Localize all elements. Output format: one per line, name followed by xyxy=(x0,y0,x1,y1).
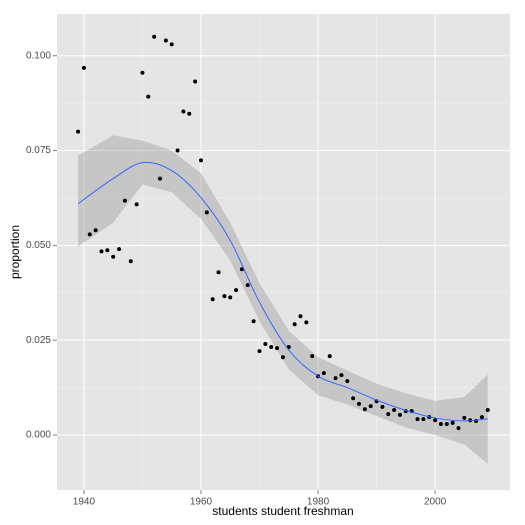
point xyxy=(339,373,344,378)
point xyxy=(456,426,461,431)
y-tick-label: 0.050 xyxy=(26,240,51,251)
point xyxy=(193,79,198,84)
panel xyxy=(57,14,510,490)
point xyxy=(163,38,168,43)
point xyxy=(327,354,332,359)
point xyxy=(152,34,157,39)
point xyxy=(198,158,203,163)
point xyxy=(105,248,110,253)
point xyxy=(380,404,385,409)
point xyxy=(479,415,484,420)
confidence-band xyxy=(78,135,488,464)
point xyxy=(158,176,163,181)
point xyxy=(122,198,127,203)
point xyxy=(269,345,274,350)
point xyxy=(298,314,303,319)
x-tick-label: 1980 xyxy=(307,497,330,508)
point xyxy=(204,210,209,215)
point xyxy=(134,202,139,207)
point xyxy=(169,42,174,47)
point xyxy=(438,422,443,427)
point xyxy=(362,407,367,412)
point xyxy=(280,355,285,360)
point xyxy=(111,254,116,259)
y-tick-label: 0.075 xyxy=(26,145,51,156)
point xyxy=(433,418,438,423)
point xyxy=(93,228,98,233)
x-tick-label: 1940 xyxy=(73,497,96,508)
point xyxy=(128,259,133,264)
point xyxy=(216,270,221,275)
point xyxy=(450,420,455,425)
point xyxy=(397,412,402,417)
point xyxy=(187,111,192,116)
point xyxy=(444,422,449,427)
point xyxy=(234,288,239,293)
point xyxy=(99,249,104,254)
point xyxy=(333,376,338,381)
point xyxy=(304,320,309,325)
point xyxy=(251,319,256,324)
point xyxy=(421,417,426,422)
point xyxy=(175,148,180,153)
x-axis-title: students student freshman xyxy=(212,504,353,518)
point xyxy=(257,349,262,354)
point xyxy=(146,94,151,99)
point xyxy=(76,129,81,134)
point xyxy=(181,109,186,114)
y-tick-label: 0.000 xyxy=(26,430,51,441)
point xyxy=(228,295,233,300)
point xyxy=(81,65,86,70)
point xyxy=(245,283,250,288)
y-axis-title: proportion xyxy=(8,225,22,279)
point xyxy=(140,70,145,75)
point xyxy=(292,322,297,327)
point xyxy=(415,417,420,422)
smooth-line xyxy=(77,161,488,422)
point xyxy=(275,346,280,351)
y-tick-label: 0.100 xyxy=(26,50,51,61)
point xyxy=(210,297,215,302)
point xyxy=(368,404,373,409)
x-tick-label: 1960 xyxy=(190,497,213,508)
point xyxy=(117,247,122,252)
x-tick-label: 2000 xyxy=(424,497,447,508)
point xyxy=(485,407,490,412)
y-tick-label: 0.025 xyxy=(26,335,51,346)
point xyxy=(87,232,92,237)
point xyxy=(462,415,467,420)
point xyxy=(321,371,326,376)
point xyxy=(351,396,356,401)
point xyxy=(345,379,350,384)
point xyxy=(263,341,268,346)
point xyxy=(239,267,244,272)
point xyxy=(357,401,361,406)
point xyxy=(386,412,391,417)
point xyxy=(392,407,397,412)
point xyxy=(310,354,315,359)
point xyxy=(222,294,227,299)
